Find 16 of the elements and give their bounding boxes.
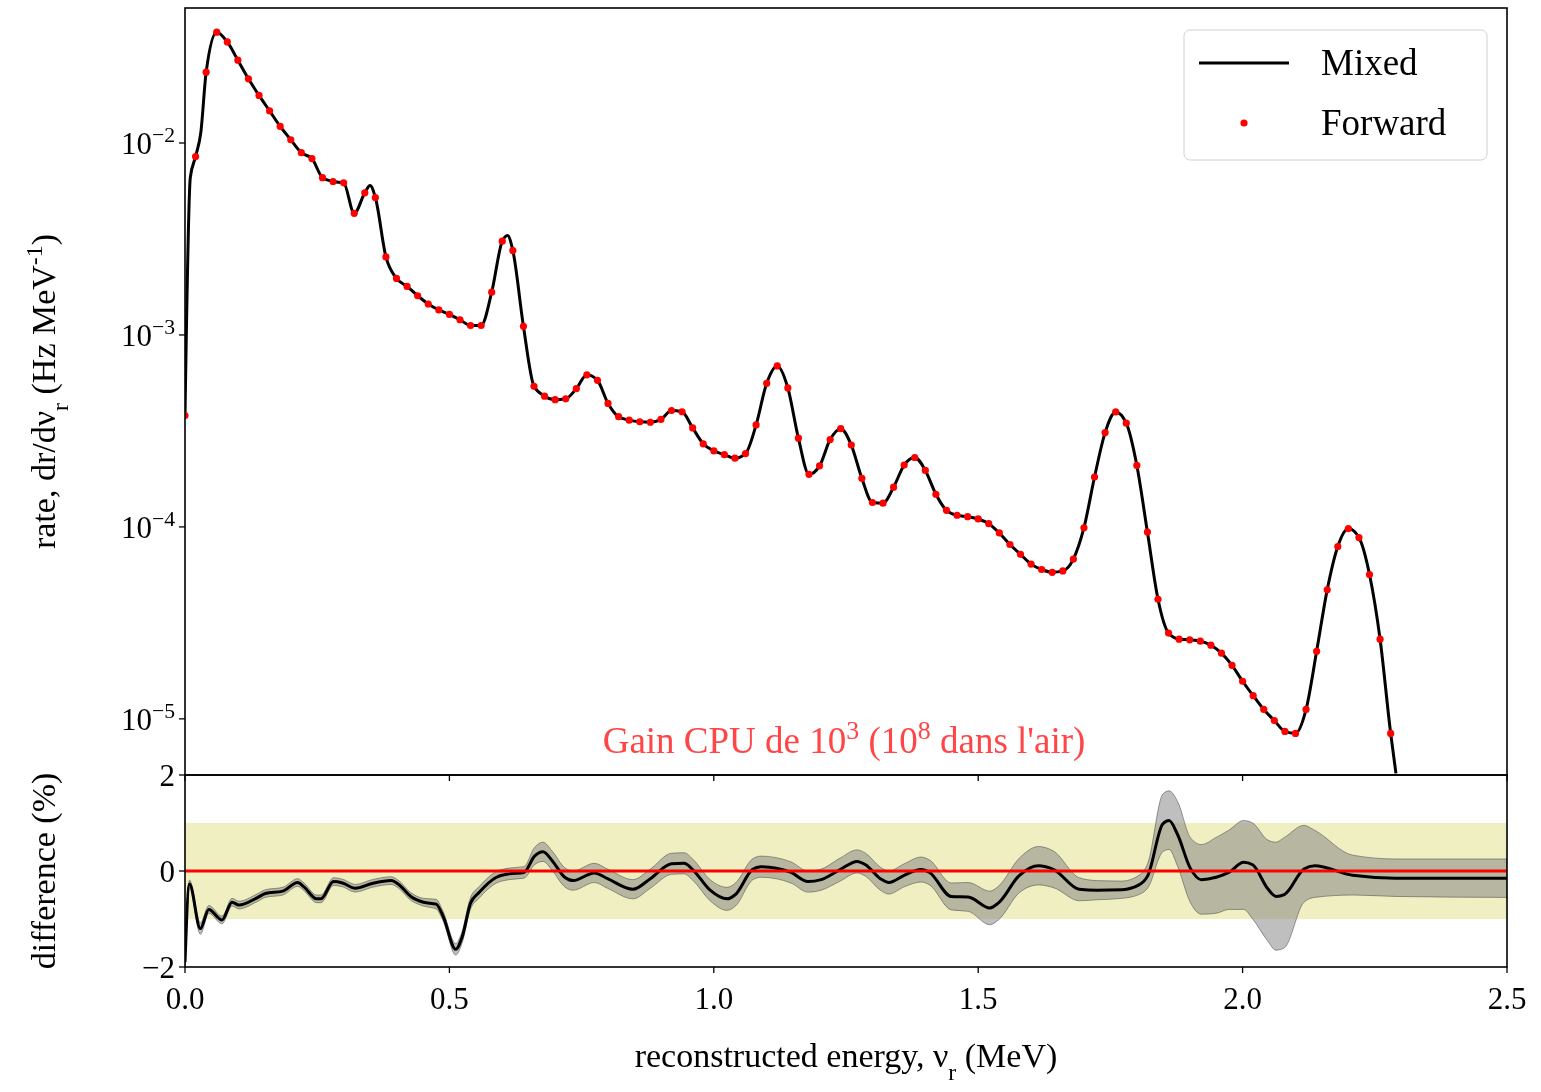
x-tick-label: 0.5	[430, 981, 469, 1016]
x-axis-title: reconstructed energy, ν$_{r}$ (MeV)	[634, 1037, 1058, 1085]
x-tick-label: 1.5	[958, 981, 998, 1016]
y-tick-label: 10$^{−5}$	[120, 698, 175, 737]
y-tick-label: 2	[159, 758, 175, 793]
x-tick-label: 2.0	[1223, 981, 1262, 1016]
x-tick-label: 1.0	[694, 981, 734, 1016]
y-axis-title: difference (%)	[25, 772, 63, 970]
y-tick-label: 10$^{−4}$	[120, 506, 176, 545]
y-tick-label: 10$^{−2}$	[120, 123, 175, 161]
y-tick-label: 10$^{−3}$	[120, 314, 175, 353]
legend-label: Mixed	[1321, 42, 1419, 83]
annotation: Gain CPU de 10$^{3}$ (10$^{8}$ dans l'air)	[602, 715, 1086, 762]
legend-label: Forward	[1321, 102, 1447, 143]
x-tick-label: 2.5	[1487, 981, 1527, 1016]
y-tick-label: 0	[159, 854, 175, 889]
